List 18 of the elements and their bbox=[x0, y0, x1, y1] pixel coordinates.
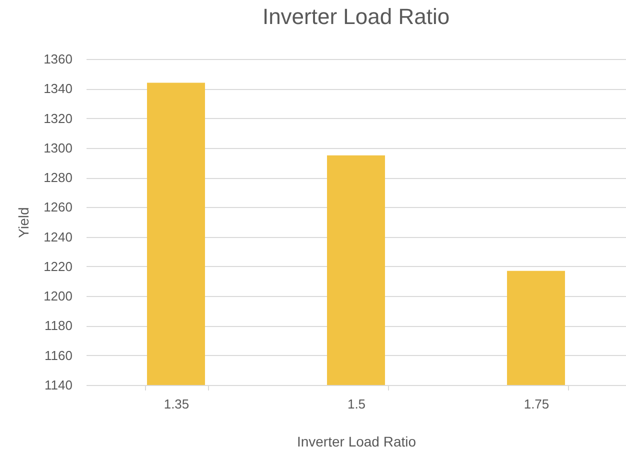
y-tick-label: 1280 bbox=[44, 170, 72, 186]
y-tick-label: 1220 bbox=[44, 258, 72, 274]
y-tick-label: 1340 bbox=[44, 81, 72, 96]
y-tick-label: 1140 bbox=[44, 378, 72, 392]
chart-title: Inverter Load Ratio bbox=[262, 4, 450, 29]
y-axis-title: Yield bbox=[16, 207, 32, 238]
y-tick-label: 1320 bbox=[44, 110, 72, 126]
y-tick-label: 1160 bbox=[44, 348, 72, 363]
y-tick-label: 1360 bbox=[44, 52, 72, 66]
y-tick-label: 1200 bbox=[44, 288, 72, 304]
y-tick-label: 1300 bbox=[44, 140, 72, 156]
x-tick-label: 1.75 bbox=[524, 396, 550, 412]
y-tick-label: 1180 bbox=[44, 318, 72, 334]
y-tick-label: 1240 bbox=[44, 229, 72, 244]
y-tick-label: 1260 bbox=[44, 200, 72, 215]
x-tick-label: 1.35 bbox=[164, 396, 190, 412]
x-axis-title: Inverter Load Ratio bbox=[296, 434, 416, 450]
x-tick-label: 1.5 bbox=[347, 396, 366, 412]
